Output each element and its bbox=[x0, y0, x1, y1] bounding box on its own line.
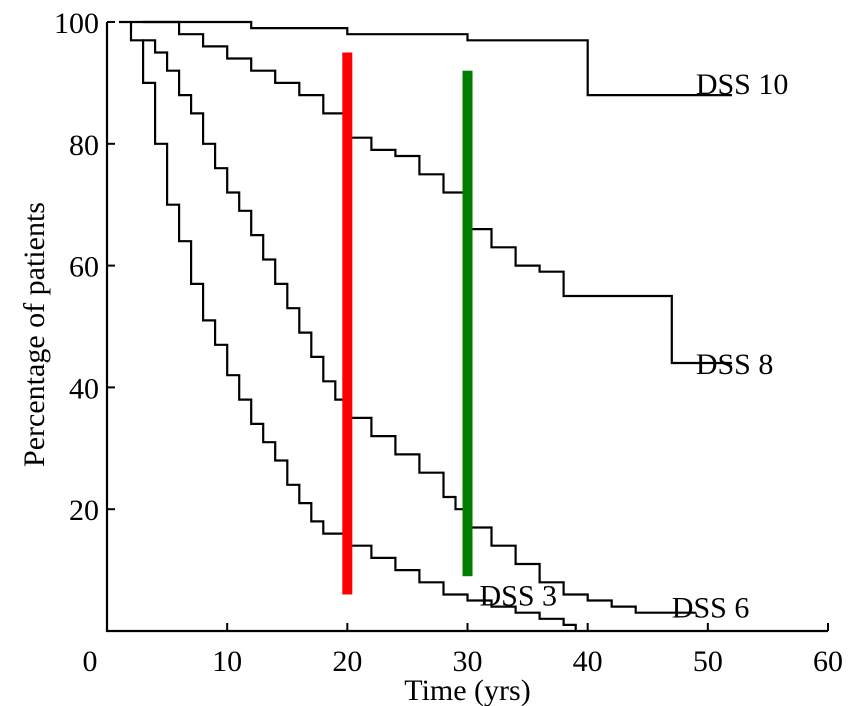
x-axis-title: Time (yrs) bbox=[404, 674, 530, 706]
x-tick-label: 40 bbox=[573, 645, 603, 678]
dss-10-curve bbox=[131, 20, 732, 97]
x-tick-label: 50 bbox=[693, 645, 723, 678]
x-tick-label: 60 bbox=[813, 645, 843, 678]
y-tick-label: 100 bbox=[54, 7, 99, 40]
dss-6-curve bbox=[143, 39, 696, 614]
x-tick-label: 20 bbox=[332, 645, 362, 678]
x-tick-label: 10 bbox=[212, 645, 242, 678]
vertical-markers bbox=[342, 52, 473, 595]
axes: 0 10 20 30 40 50 60 20 40 60 80 100 bbox=[54, 7, 843, 678]
red-marker-bar bbox=[342, 52, 353, 595]
dss-6-label: DSS 6 bbox=[672, 592, 750, 625]
dss-3-curve bbox=[119, 20, 577, 631]
y-tick-label: 40 bbox=[69, 372, 99, 405]
x-tick-label: 0 bbox=[83, 645, 98, 678]
curves bbox=[119, 20, 732, 631]
x-tick-label: 30 bbox=[453, 645, 483, 678]
dss-8-label: DSS 8 bbox=[696, 348, 774, 381]
y-tick-label: 20 bbox=[69, 494, 99, 527]
y-tick-label: 60 bbox=[69, 251, 99, 284]
dss-10-label: DSS 10 bbox=[696, 68, 789, 101]
green-marker-bar bbox=[462, 70, 473, 577]
dss-3-label: DSS 3 bbox=[480, 579, 558, 612]
dss-8-curve bbox=[143, 20, 732, 365]
y-axis-title: Percentage of patients bbox=[18, 202, 51, 467]
series-labels: DSS 10 DSS 8 DSS 6 DSS 3 bbox=[480, 68, 789, 625]
y-tick-label: 80 bbox=[69, 129, 99, 162]
